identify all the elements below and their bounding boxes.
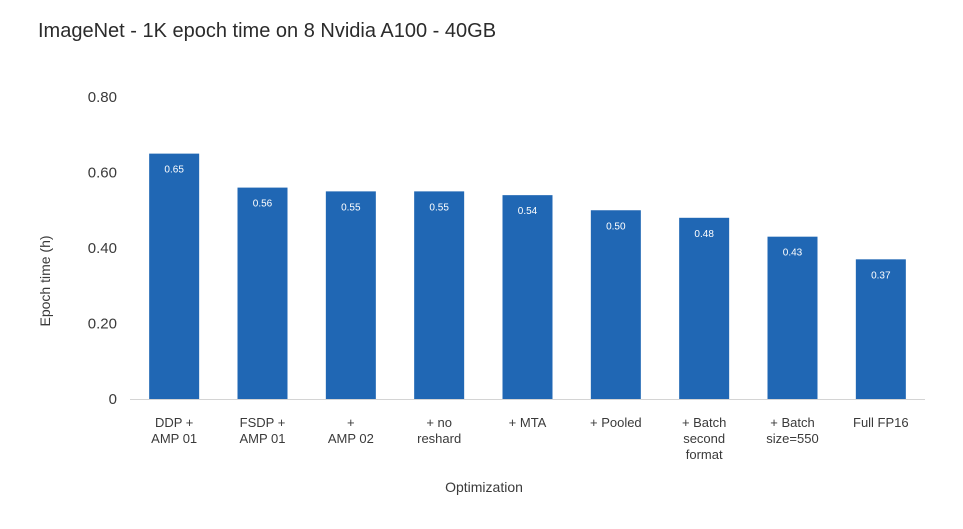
y-tick-label: 0.60 xyxy=(88,165,117,182)
x-category-label: + Batch size=550 xyxy=(766,415,818,446)
y-tick-label: 0.80 xyxy=(88,89,117,106)
bar xyxy=(149,153,200,399)
bar xyxy=(590,210,641,399)
y-axis-label: Epoch time (h) xyxy=(37,235,53,326)
y-tick-label: 0 xyxy=(109,391,117,408)
bar-value-label: 0.37 xyxy=(871,270,891,281)
x-category-label: + Batch second format xyxy=(682,415,726,462)
bar-value-label: 0.54 xyxy=(518,206,538,217)
bar xyxy=(325,191,376,399)
bar xyxy=(502,195,553,399)
x-category-label: + MTA xyxy=(509,415,547,430)
chart-title: ImageNet - 1K epoch time on 8 Nvidia A10… xyxy=(38,20,497,42)
bar-value-label: 0.50 xyxy=(606,221,626,232)
bar xyxy=(679,217,730,399)
bar xyxy=(767,236,818,399)
y-axis-ticks: 0 0.20 0.40 0.60 0.80 xyxy=(88,89,117,408)
y-tick-label: 0.20 xyxy=(88,316,117,333)
x-category-label: + Pooled xyxy=(590,415,642,430)
x-category-label: + no reshard xyxy=(417,415,461,446)
bar-value-label: 0.65 xyxy=(164,165,184,176)
bar-value-label: 0.55 xyxy=(429,202,449,213)
bars xyxy=(149,153,906,399)
bar xyxy=(237,187,288,399)
x-category-label: FSDP + AMP 01 xyxy=(239,415,285,446)
x-category-label: Full FP16 xyxy=(853,415,909,430)
x-category-label: DDP + AMP 01 xyxy=(151,415,197,446)
y-tick-label: 0.40 xyxy=(88,240,117,257)
bar-value-labels: 0.65 0.56 0.55 0.55 0.54 0.50 0.48 0.43 0.37 xyxy=(164,165,891,282)
x-axis-label: Optimization xyxy=(445,479,523,495)
bar-value-label: 0.55 xyxy=(341,202,361,213)
bar-value-label: 0.48 xyxy=(694,229,714,240)
bar-value-label: 0.56 xyxy=(253,199,273,210)
x-axis-categories: DDP + AMP 01 FSDP + AMP 01 + AMP 02 + no reshar… xyxy=(151,415,908,462)
bar xyxy=(855,259,906,399)
bar xyxy=(414,191,465,399)
bar-value-label: 0.43 xyxy=(783,248,803,259)
x-category-label: + AMP 02 xyxy=(328,415,374,446)
